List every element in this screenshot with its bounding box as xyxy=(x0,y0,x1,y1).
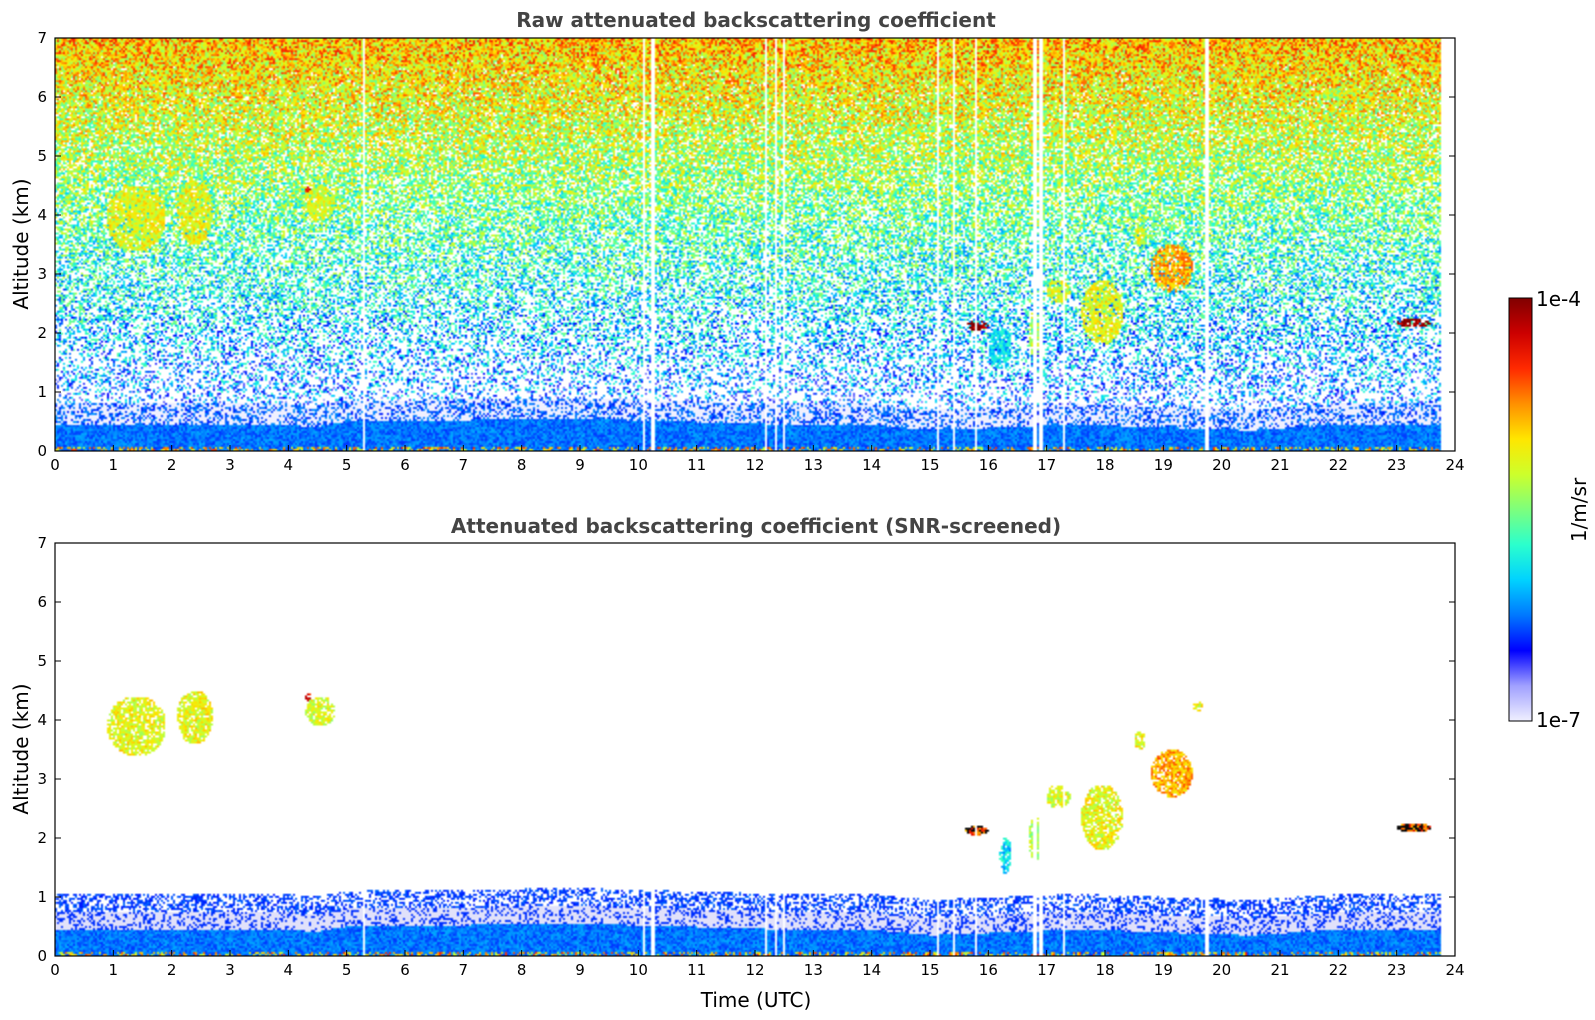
bottom-x-tick-label: 24 xyxy=(1445,961,1464,979)
top-y-tick-label: 1 xyxy=(37,383,47,401)
bottom-y-tick-label: 7 xyxy=(37,534,47,552)
bottom-y-axis-label: Altitude (km) xyxy=(9,683,33,814)
top-x-tick-label: 20 xyxy=(1212,456,1231,474)
top-x-tick-label: 21 xyxy=(1270,456,1289,474)
colorbar-max-label: 1e-4 xyxy=(1536,287,1581,311)
top-chart-title: Raw attenuated backscattering coefficien… xyxy=(516,8,996,32)
bottom-x-tick-label: 0 xyxy=(50,961,60,979)
top-x-tick-label: 9 xyxy=(575,456,585,474)
bottom-x-tick-label: 21 xyxy=(1270,961,1289,979)
bottom-x-tick-label: 23 xyxy=(1387,961,1406,979)
bottom-heatmap-image xyxy=(55,543,1455,956)
top-x-tick-label: 12 xyxy=(745,456,764,474)
bottom-x-tick-label: 16 xyxy=(979,961,998,979)
colorbar-unit-label: 1/m/sr xyxy=(1567,477,1591,542)
top-x-tick-label: 19 xyxy=(1154,456,1173,474)
top-x-tick-label: 6 xyxy=(400,456,410,474)
bottom-y-tick-label: 5 xyxy=(37,652,47,670)
bottom-x-tick-label: 7 xyxy=(459,961,469,979)
bottom-x-tick-label: 11 xyxy=(687,961,706,979)
top-x-tick-label: 17 xyxy=(1037,456,1056,474)
top-x-tick-label: 16 xyxy=(979,456,998,474)
bottom-y-tick-label: 2 xyxy=(37,829,47,847)
top-x-tick-label: 23 xyxy=(1387,456,1406,474)
bottom-x-tick-label: 19 xyxy=(1154,961,1173,979)
top-y-tick-label: 3 xyxy=(37,265,47,283)
bottom-y-tick-label: 1 xyxy=(37,888,47,906)
top-y-tick-label: 2 xyxy=(37,324,47,342)
bottom-x-tick-label: 20 xyxy=(1212,961,1231,979)
top-y-axis-label: Altitude (km) xyxy=(9,178,33,309)
top-x-tick-label: 2 xyxy=(167,456,177,474)
bottom-x-tick-label: 14 xyxy=(862,961,881,979)
bottom-y-axis: 0 1 2 3 4 5 6 7 xyxy=(37,534,1455,965)
bottom-x-tick-label: 12 xyxy=(745,961,764,979)
bottom-x-tick-label: 15 xyxy=(920,961,939,979)
bottom-x-tick-label: 4 xyxy=(284,961,294,979)
top-heatmap-image xyxy=(55,38,1455,451)
top-y-tick-label: 7 xyxy=(37,29,47,47)
top-x-tick-label: 13 xyxy=(804,456,823,474)
top-x-tick-label: 5 xyxy=(342,456,352,474)
bottom-x-tick-label: 9 xyxy=(575,961,585,979)
top-y-tick-label: 6 xyxy=(37,88,47,106)
bottom-y-tick-label: 0 xyxy=(37,947,47,965)
bottom-x-tick-label: 13 xyxy=(804,961,823,979)
bottom-x-tick-label: 1 xyxy=(109,961,119,979)
bottom-x-tick-label: 18 xyxy=(1095,961,1114,979)
top-x-tick-label: 14 xyxy=(862,456,881,474)
top-x-tick-label: 11 xyxy=(687,456,706,474)
colorbar xyxy=(1508,297,1533,722)
bottom-x-tick-label: 22 xyxy=(1329,961,1348,979)
bottom-x-tick-label: 3 xyxy=(225,961,235,979)
top-x-tick-label: 1 xyxy=(109,456,119,474)
top-x-tick-label: 22 xyxy=(1329,456,1348,474)
top-y-tick-label: 4 xyxy=(37,206,47,224)
bottom-y-tick-label: 4 xyxy=(37,711,47,729)
top-x-tick-label: 4 xyxy=(284,456,294,474)
top-x-axis: 0 1 2 3 4 5 6 7 8 9 10 11 12 13 14 15 16 17 18 19 20 21 22 23 24 xyxy=(50,445,1465,474)
top-x-tick-label: 8 xyxy=(517,456,527,474)
top-x-tick-label: 0 xyxy=(50,456,60,474)
colorbar-min-label: 1e-7 xyxy=(1536,708,1581,732)
top-x-tick-label: 24 xyxy=(1445,456,1464,474)
bottom-x-tick-label: 10 xyxy=(629,961,648,979)
bottom-x-axis: 0 1 2 3 4 5 6 7 8 9 10 11 12 13 14 15 16 17 18 19 20 21 22 23 24 xyxy=(50,950,1465,979)
top-heatmap-panel: 0 1 2 3 4 5 6 7 8 9 10 11 12 13 14 15 16 17 18 19 20 21 22 23 24… xyxy=(37,29,1464,474)
bottom-x-tick-label: 5 xyxy=(342,961,352,979)
top-x-tick-label: 10 xyxy=(629,456,648,474)
bottom-x-tick-label: 2 xyxy=(167,961,177,979)
top-y-tick-label: 0 xyxy=(37,442,47,460)
top-y-tick-label: 5 xyxy=(37,147,47,165)
top-x-tick-label: 3 xyxy=(225,456,235,474)
bottom-chart-title: Attenuated backscattering coefficient (S… xyxy=(451,514,1061,538)
top-x-tick-label: 18 xyxy=(1095,456,1114,474)
bottom-y-tick-label: 6 xyxy=(37,593,47,611)
bottom-y-tick-label: 3 xyxy=(37,770,47,788)
top-x-tick-label: 15 xyxy=(920,456,939,474)
bottom-heatmap-panel: 0 1 2 3 4 5 6 7 8 9 10 11 12 13 14 15 16 17 18 19 20 21 22 23 24… xyxy=(37,534,1464,979)
bottom-x-tick-label: 17 xyxy=(1037,961,1056,979)
top-x-tick-label: 7 xyxy=(459,456,469,474)
bottom-x-tick-label: 8 xyxy=(517,961,527,979)
bottom-x-tick-label: 6 xyxy=(400,961,410,979)
top-y-axis: 0 1 2 3 4 5 6 7 xyxy=(37,29,1455,460)
bottom-x-axis-label: Time (UTC) xyxy=(700,988,812,1012)
